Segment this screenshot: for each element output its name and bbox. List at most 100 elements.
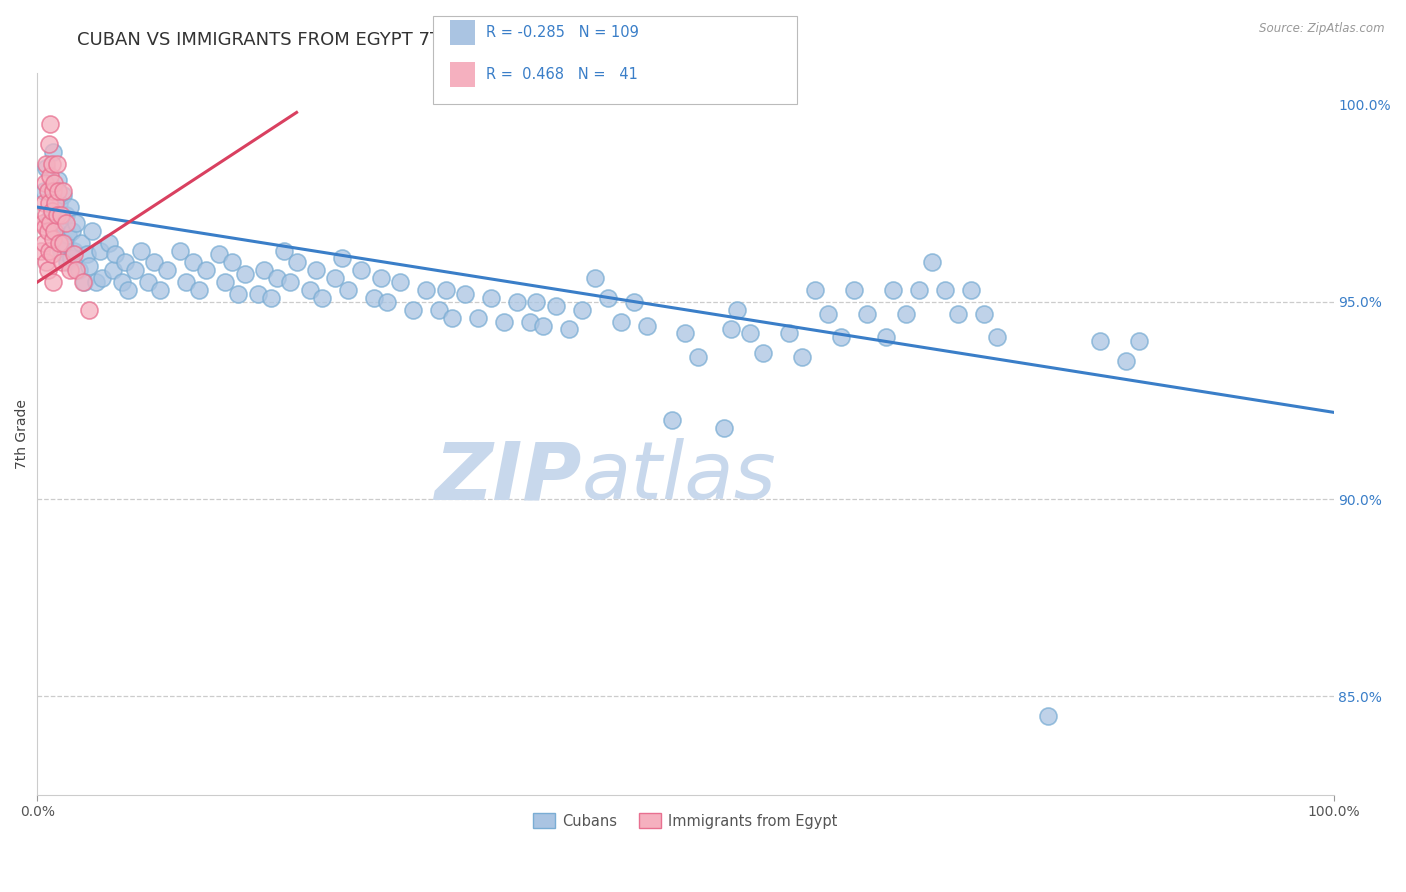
Point: [214, 275, 236, 289]
Point: [259, 291, 281, 305]
Point: [51, 216, 73, 230]
Point: [39, 117, 62, 131]
Point: [59, 200, 82, 214]
Point: [73, 275, 96, 289]
Point: [959, 283, 981, 297]
Point: [609, 314, 631, 328]
Point: [688, 350, 710, 364]
Legend: Cubans, Immigrants from Egypt: Cubans, Immigrants from Egypt: [527, 807, 844, 835]
Point: [370, 271, 392, 285]
Point: [32, 185, 55, 199]
Point: [986, 330, 1008, 344]
Point: [1128, 334, 1150, 349]
Point: [253, 263, 276, 277]
Point: [330, 252, 353, 266]
Point: [441, 310, 464, 325]
Point: [623, 294, 645, 309]
Point: [37, 263, 59, 277]
Point: [52, 185, 75, 199]
Point: [583, 271, 606, 285]
Point: [817, 307, 839, 321]
Point: [713, 421, 735, 435]
Point: [51, 255, 73, 269]
Point: [519, 314, 541, 328]
Point: [44, 196, 66, 211]
Point: [1090, 334, 1112, 349]
Point: [973, 307, 995, 321]
Point: [34, 177, 56, 191]
Point: [35, 255, 58, 269]
Point: [35, 157, 58, 171]
Point: [30, 244, 52, 258]
Point: [558, 322, 581, 336]
Point: [856, 307, 879, 321]
Point: [149, 283, 172, 297]
Point: [506, 294, 529, 309]
Point: [62, 247, 84, 261]
Point: [91, 271, 114, 285]
Point: [720, 322, 742, 336]
Point: [84, 275, 107, 289]
Point: [53, 235, 76, 250]
Point: [67, 263, 90, 277]
Point: [49, 244, 72, 258]
Point: [492, 314, 515, 328]
Text: CUBAN VS IMMIGRANTS FROM EGYPT 7TH GRADE CORRELATION CHART: CUBAN VS IMMIGRANTS FROM EGYPT 7TH GRADE…: [77, 31, 724, 49]
Point: [524, 294, 547, 309]
Point: [56, 255, 79, 269]
Point: [544, 299, 567, 313]
Point: [38, 211, 60, 226]
Point: [454, 287, 477, 301]
Point: [37, 185, 59, 199]
Point: [298, 283, 321, 297]
Point: [34, 219, 56, 234]
Point: [882, 283, 904, 297]
Point: [101, 263, 124, 277]
Point: [571, 302, 593, 317]
Point: [42, 185, 65, 199]
Point: [221, 255, 243, 269]
Point: [42, 180, 65, 194]
Point: [305, 263, 328, 277]
Point: [77, 302, 100, 317]
Point: [32, 196, 55, 211]
Point: [226, 287, 249, 301]
Point: [44, 177, 66, 191]
Text: ZIP: ZIP: [434, 438, 582, 516]
Point: [434, 283, 457, 297]
Point: [208, 247, 231, 261]
Point: [32, 235, 55, 250]
Point: [176, 275, 198, 289]
Point: [325, 271, 347, 285]
Point: [285, 255, 308, 269]
Point: [1115, 354, 1137, 368]
Point: [89, 244, 111, 258]
Point: [60, 252, 83, 266]
Point: [46, 185, 69, 199]
Point: [136, 275, 159, 289]
Point: [479, 291, 502, 305]
Point: [636, 318, 658, 333]
Point: [1038, 709, 1060, 723]
Point: [44, 200, 66, 214]
Point: [194, 263, 217, 277]
Point: [37, 224, 59, 238]
Point: [830, 330, 852, 344]
Point: [169, 244, 191, 258]
Point: [188, 283, 211, 297]
Point: [104, 247, 127, 261]
Point: [42, 145, 65, 159]
Point: [337, 283, 360, 297]
Point: [46, 172, 69, 186]
Point: [804, 283, 827, 297]
Point: [38, 136, 60, 151]
Point: [52, 235, 75, 250]
Point: [77, 260, 100, 274]
Point: [45, 208, 67, 222]
Point: [790, 350, 813, 364]
Point: [41, 157, 63, 171]
Point: [266, 271, 288, 285]
Point: [39, 216, 62, 230]
Point: [45, 224, 67, 238]
Point: [427, 302, 450, 317]
